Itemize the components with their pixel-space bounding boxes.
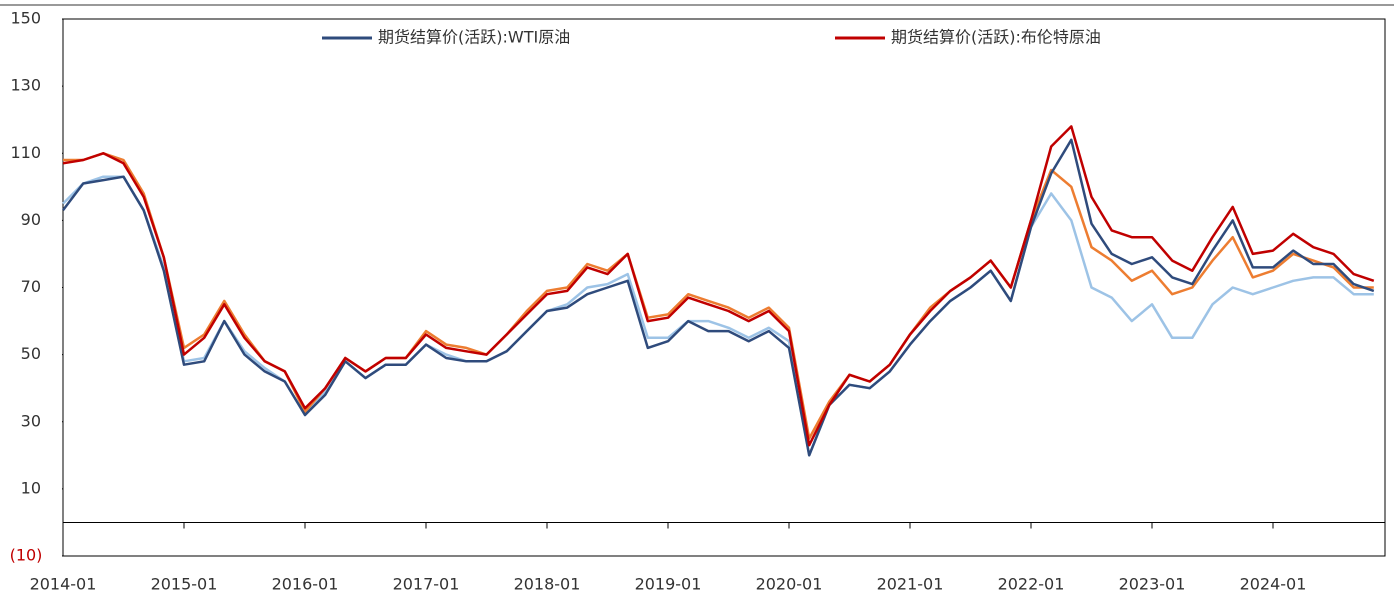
y-tick-label: 90 — [21, 210, 41, 229]
series-line — [62, 125, 1375, 447]
legend-label: 期货结算价(活跃):WTI原油 — [378, 28, 570, 47]
x-tick-label: 2020-01 — [756, 575, 823, 594]
y-tick-label: 10 — [21, 478, 41, 497]
x-tick-label: 2016-01 — [272, 575, 339, 594]
x-tick-label: 2014-01 — [30, 575, 97, 594]
y-tick-label: 110 — [10, 143, 41, 162]
x-tick-label: 2019-01 — [635, 575, 702, 594]
y-tick-label: 130 — [10, 76, 41, 95]
plot-frame — [62, 18, 1386, 557]
legend-label: 期货结算价(活跃):布伦特原油 — [891, 28, 1101, 47]
x-tick-label: 2022-01 — [998, 575, 1065, 594]
x-tick-label: 2021-01 — [877, 575, 944, 594]
y-tick-label: 30 — [21, 411, 41, 430]
x-tick-label: 2015-01 — [151, 575, 218, 594]
y-tick-label: 150 — [10, 9, 41, 28]
x-tick-label: 2017-01 — [393, 575, 460, 594]
y-tick-label: 50 — [21, 344, 41, 363]
series-line — [62, 138, 1375, 457]
x-tick-label: 2023-01 — [1119, 575, 1186, 594]
series-line — [62, 175, 1374, 457]
x-tick-label: 2024-01 — [1240, 575, 1307, 594]
series-line — [63, 152, 1374, 440]
y-tick-label: 70 — [21, 277, 41, 296]
y-tick-label: (10) — [10, 546, 43, 565]
x-tick-label: 2018-01 — [514, 575, 581, 594]
